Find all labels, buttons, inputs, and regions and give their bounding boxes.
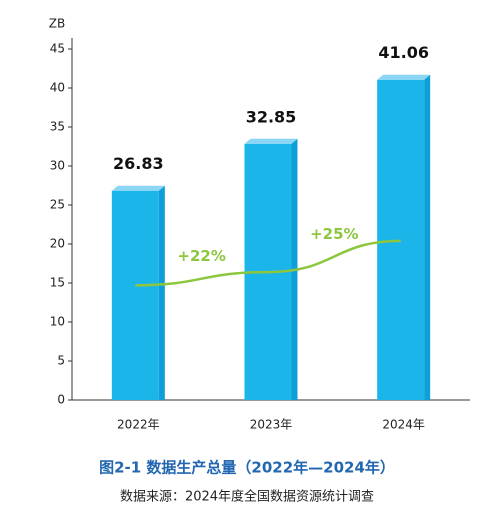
source-note: 数据来源：2024年度全国数据资源统计调查 [120,489,374,505]
growth-annotation: +25% [310,225,358,243]
bar [244,138,298,400]
y-tick-label: 25 [50,198,65,212]
value-label: 26.83 [113,154,164,173]
bar-side [424,74,431,401]
bar [377,74,431,401]
value-label: 32.85 [246,107,297,126]
y-tick-label: 45 [50,42,65,56]
y-tick-label: 35 [50,120,65,134]
chart-title: 图2-1 数据生产总量（2022年—2024年） [99,459,395,477]
growth-annotation: +22% [177,247,225,265]
bar-top [377,74,431,80]
y-tick-label: 0 [57,393,65,407]
bar-top [244,138,298,144]
y-tick-label: 20 [50,237,65,251]
y-tick-label: 15 [50,276,65,290]
bar [111,185,165,400]
x-tick-label: 2024年 [382,418,425,432]
y-tick-label: 40 [50,81,65,95]
bar-front [111,190,159,400]
bar-top [111,185,165,191]
y-tick-label: 10 [50,315,65,329]
x-tick-label: 2022年 [117,418,160,432]
y-axis-label: ZB [49,17,65,31]
value-label: 41.06 [378,43,429,62]
x-tick-label: 2023年 [250,418,293,432]
bar-side [158,185,165,400]
trend-line [135,239,401,287]
y-tick-label: 5 [57,354,65,368]
y-tick-label: 30 [50,159,65,173]
